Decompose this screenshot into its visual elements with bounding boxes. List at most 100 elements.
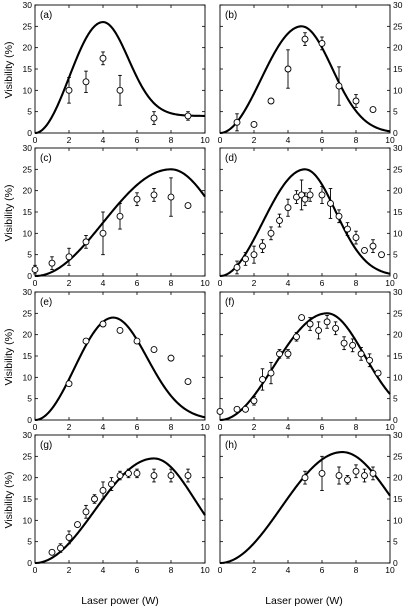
panel-a-xtick-label: 10 <box>200 135 210 145</box>
panel-a-frame <box>34 4 206 134</box>
panel-g-xtick-label: 4 <box>101 565 106 575</box>
panel-g-data-point-2 <box>65 533 73 541</box>
panel-e-data-point-6 <box>167 354 175 362</box>
panel-f-xtick-label: 8 <box>354 422 359 432</box>
panel-a-data-point-0 <box>65 86 73 94</box>
panel-b-xtick-label: 6 <box>320 135 325 145</box>
panel-c-theory-curve <box>34 168 206 278</box>
panel-g-xtick-label: 10 <box>200 565 210 575</box>
panel-g-xtick-label: 2 <box>67 565 72 575</box>
panel-c-ytick-label: 20 <box>23 186 33 196</box>
panel-g-xtick-label: 0 <box>33 565 38 575</box>
panel-e-data-point-2 <box>99 320 107 328</box>
panel-f-ytick-label: 5 <box>393 394 398 404</box>
panel-e-data-point-5 <box>150 346 158 354</box>
panel-e-ytick-label: 25 <box>23 308 33 318</box>
panel-b-data-point-8 <box>369 106 377 113</box>
panel-c-ytick-label: 25 <box>23 164 33 174</box>
panel-f-data-point-5 <box>267 369 275 377</box>
panel-c-data-point-6 <box>133 195 141 203</box>
panel-h-data-point-6 <box>369 469 377 477</box>
panel-a: 0 2 4 6 8 10 0 5 10 15 20 25 30 (a) <box>23 0 210 145</box>
panel-g-label: (g) <box>40 440 52 451</box>
panel-a-ytick-label: 30 <box>23 0 33 10</box>
panel-b-data-point-1 <box>250 121 258 128</box>
panel-g-data-point-6 <box>99 487 107 494</box>
panel-d-data-point-16 <box>361 246 368 254</box>
panel-h-xtick-label: 2 <box>252 565 257 575</box>
panel-b-data-point-3 <box>284 65 292 73</box>
panel-d-data-point-0 <box>233 264 241 271</box>
panel-a-xtick-label: 0 <box>33 135 38 145</box>
panel-h-ytick-label: 0 <box>393 558 398 568</box>
panel-b-ytick-label: 15 <box>393 64 403 74</box>
panel-e-xtick-label: 2 <box>67 422 72 432</box>
panel-e-data-point-4 <box>133 337 141 345</box>
panel-h-data-point-5 <box>361 472 368 479</box>
panel-f-data-point-4 <box>259 376 266 383</box>
panel-g-data-point-11 <box>150 472 158 479</box>
panel-f-data-point-8 <box>293 333 300 341</box>
panel-d-data-point-10 <box>306 191 314 199</box>
panel-b-data-point-5 <box>318 39 326 47</box>
panel-a-ytick-label: 15 <box>23 64 33 74</box>
panel-a-ytick-label: 5 <box>27 107 32 117</box>
panel-g: 0 2 4 6 8 10 0 5 10 15 20 25 30 (g) <box>23 430 210 575</box>
panel-g-data-point-3 <box>74 521 81 529</box>
panel-b-xtick-label: 2 <box>252 135 257 145</box>
panel-e-label: (e) <box>40 297 52 308</box>
panel-e-data-point-1 <box>82 337 90 345</box>
panel-d-data-point-12 <box>327 200 334 207</box>
panel-g-ytick-label: 20 <box>23 473 33 483</box>
panel-d-data-point-5 <box>276 217 283 224</box>
panel-e-ytick-label: 15 <box>23 351 33 361</box>
panel-b-ytick-label: 5 <box>393 107 398 117</box>
panel-f-data-point-3 <box>250 397 258 405</box>
panel-e-xtick-label: 4 <box>101 422 106 432</box>
panel-c-data-point-3 <box>82 238 90 246</box>
panel-c-label: (c) <box>40 153 52 164</box>
panel-b-data-point-7 <box>352 97 360 105</box>
panel-b-data-point-0 <box>233 118 241 126</box>
x-axis-title-left: Laser power (W) <box>81 595 159 607</box>
panel-g-xtick-label: 6 <box>135 565 140 575</box>
panel-e-theory-curve <box>34 316 206 422</box>
panel-g-ytick-label: 0 <box>27 558 32 568</box>
panel-b-xtick-label: 4 <box>286 135 291 145</box>
panel-f-theory-curve <box>219 312 391 422</box>
panel-b-data-point-6 <box>335 82 343 90</box>
panel-h-label: (h) <box>225 440 237 451</box>
panel-g-data-point-10 <box>133 469 141 477</box>
panel-f-ytick-label: 0 <box>393 415 398 425</box>
panel-e-xtick-label: 0 <box>33 422 38 432</box>
x-axis-title-right: Laser power (W) <box>265 595 343 607</box>
panel-h-xtick-label: 0 <box>218 565 223 575</box>
panel-e-ytick-label: 10 <box>23 372 33 382</box>
panel-e-data-point-0 <box>65 380 73 388</box>
panel-h-ytick-label: 20 <box>393 473 403 483</box>
panel-b-ytick-label: 25 <box>393 21 403 31</box>
panel-a-xtick-label: 8 <box>169 135 174 145</box>
panel-b-frame <box>219 4 391 134</box>
panel-d-theory-curve <box>219 168 391 278</box>
y-axis-title-row-4: Visibility (%) <box>3 472 15 529</box>
panel-f-label: (f) <box>225 297 234 308</box>
panel-b-ytick-label: 10 <box>393 85 403 95</box>
panel-f-data-point-17 <box>366 356 374 364</box>
panel-g-data-point-7 <box>108 480 115 488</box>
panel-f-data-point-6 <box>276 350 283 358</box>
panel-g-data-point-13 <box>184 472 192 479</box>
panel-a-xtick-label: 4 <box>101 135 106 145</box>
panel-f-data-point-2 <box>242 405 249 413</box>
panel-h-data-point-0 <box>301 474 309 482</box>
panel-c-ytick-label: 15 <box>23 207 33 217</box>
panel-e-xtick-label: 10 <box>200 422 210 432</box>
panel-h-ytick-label: 10 <box>393 515 403 525</box>
panel-a-data-point-1 <box>82 78 90 86</box>
panel-h-xtick-label: 4 <box>286 565 291 575</box>
